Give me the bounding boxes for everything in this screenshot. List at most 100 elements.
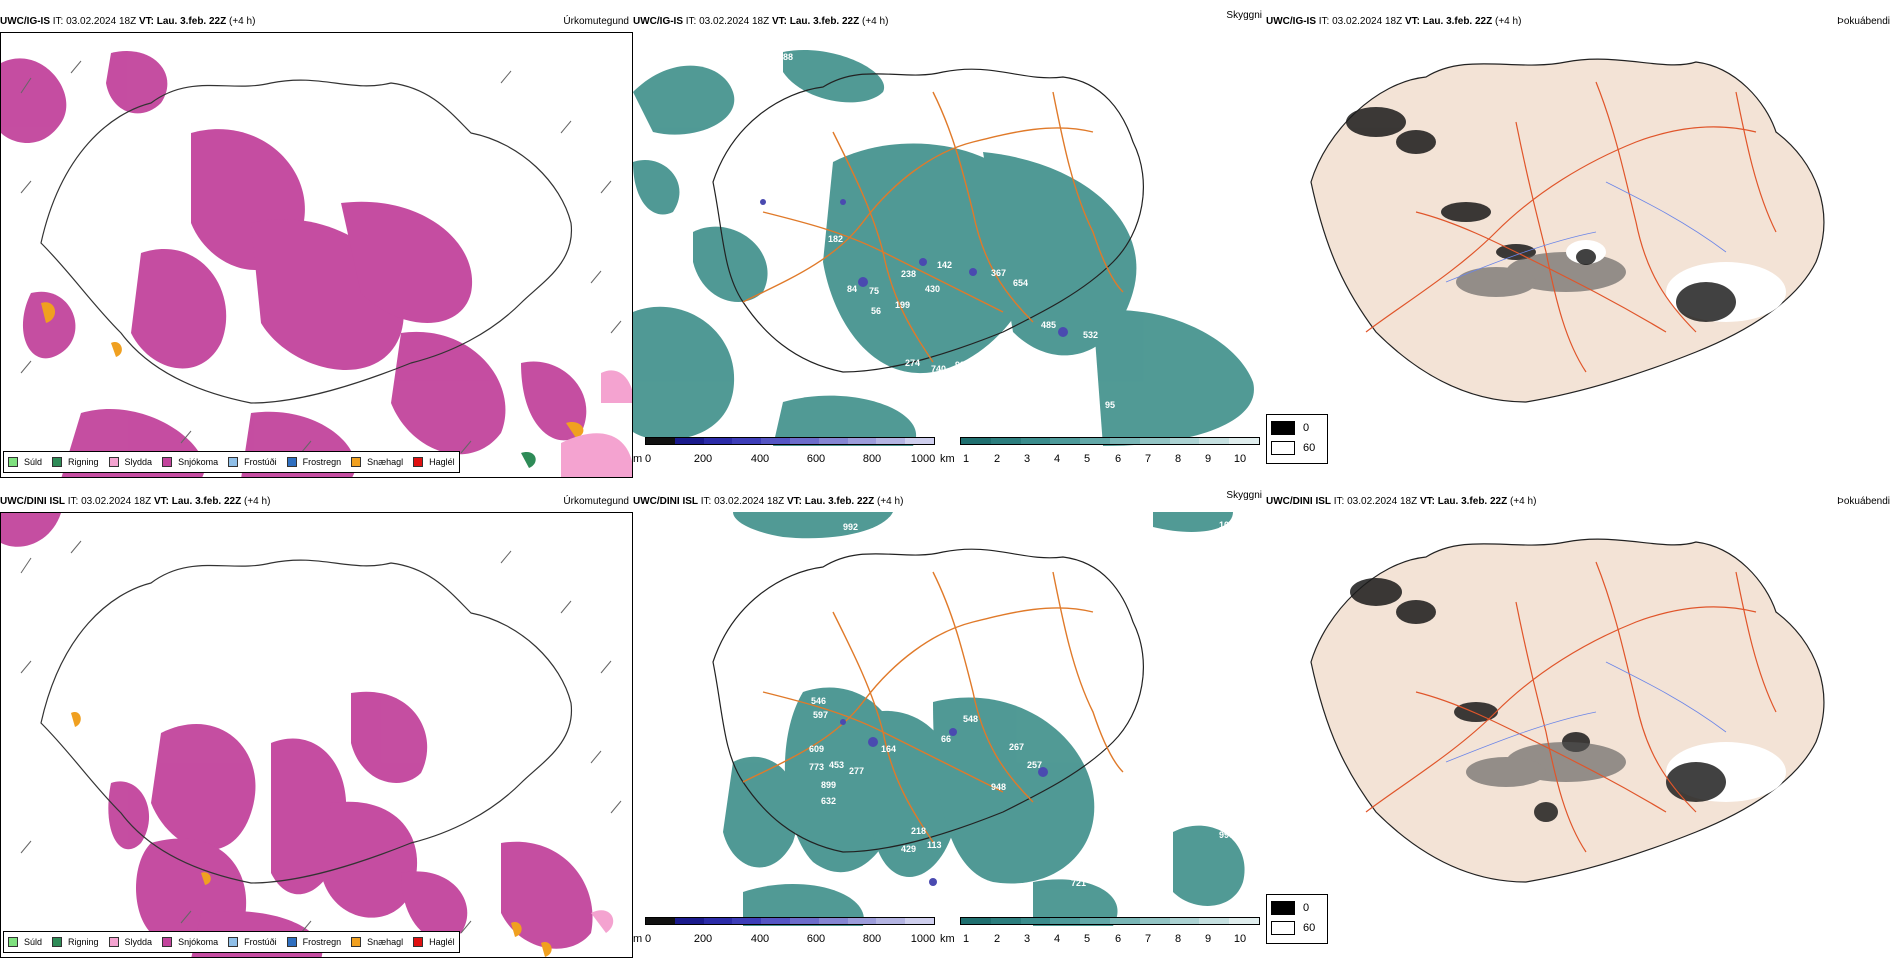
cloudbase-label: 898 (829, 536, 844, 546)
visibility-tick: 7 (1144, 453, 1152, 465)
vt-value: Lau. 3.feb. 22Z (156, 16, 227, 27)
cloudbase-tick: 800 (862, 933, 882, 945)
fog-map[interactable] (1266, 512, 1900, 912)
cloudbase-label: 609 (809, 744, 824, 754)
it-label: IT: (67, 496, 79, 507)
legend-swatch (1271, 421, 1295, 435)
panel-header: UWC/IG-IS IT: 03.02.2024 18Z VT: Lau. 3.… (1266, 12, 1900, 32)
visibility-tick: 3 (1023, 933, 1031, 945)
visibility-tick: 10 (1233, 933, 1247, 945)
vt-label: VT: (1419, 496, 1435, 507)
color-step (905, 438, 934, 444)
cloudbase-label: 164 (881, 744, 896, 754)
cloudbase-label: 906 (799, 862, 814, 872)
color-step (1050, 438, 1081, 444)
cloudbase-label: 992 (843, 522, 858, 532)
visibility-tick: 8 (1174, 933, 1182, 945)
color-step (818, 438, 848, 444)
legend-swatch (162, 457, 173, 467)
legend-swatch (351, 937, 362, 947)
color-step (1109, 438, 1140, 444)
color-step (703, 438, 733, 444)
cloudbase-label: 95 (1105, 400, 1115, 410)
cloudbase-label: 218 (911, 826, 926, 836)
cloudbase-label: 246 (905, 376, 920, 386)
fog-map[interactable] (1266, 32, 1900, 432)
legend-label: Rigning (68, 937, 99, 947)
color-step (674, 438, 704, 444)
color-step (990, 918, 1021, 924)
precip-panel-0: UWC/IG-IS IT: 03.02.2024 18Z VT: Lau. 3.… (0, 12, 633, 478)
legend-swatch (228, 937, 239, 947)
panel-header: UWC/IG-IS IT: 03.02.2024 18Z VT: Lau. 3.… (633, 10, 1266, 32)
legend-swatch (1271, 441, 1295, 455)
visibility-tick: 1 (962, 453, 970, 465)
panel-header: UWC/IG-IS IT: 03.02.2024 18Z VT: Lau. 3.… (0, 12, 633, 32)
cloudbase-label: 654 (1013, 278, 1028, 288)
it-label: IT: (52, 16, 64, 27)
color-step (1020, 438, 1051, 444)
cloud-panel-0: UWC/IG-IS IT: 03.02.2024 18Z VT: Lau. 3.… (633, 10, 1266, 468)
cloudbase-label: 899 (821, 780, 836, 790)
visibility-tick: 6 (1114, 933, 1122, 945)
cloudbase-label: 546 (811, 696, 826, 706)
vt-value: Lau. 3.feb. 22Z (1437, 496, 1508, 507)
legend-swatch (108, 937, 119, 947)
cloud-map[interactable]: 988 182 238 142 367 654 210 84 75 199 43… (633, 32, 1266, 446)
precip-map[interactable]: Súld Rigning Slydda Snjókoma Frostúði Fr… (0, 32, 633, 478)
lead-time: (+4 h) (1495, 16, 1522, 27)
legend-item-snjokoma: Snjókoma (162, 937, 218, 947)
cloud-map[interactable]: 992 898 1000 548 66 267 257 546 597 609 … (633, 512, 1266, 926)
visibility-tick: 5 (1083, 933, 1091, 945)
legend-item-frostregn: Frostregn (286, 937, 341, 947)
legend-item-hagel: Haglél (413, 937, 455, 947)
legend-label: Haglél (429, 457, 455, 467)
cloud-map-graphic: 992 898 1000 548 66 267 257 546 597 609 … (712, 512, 1245, 926)
color-step (1020, 918, 1051, 924)
panel-header: UWC/DINI ISL IT: 03.02.2024 18Z VT: Lau.… (0, 492, 633, 512)
cloudbase-label: 726 (1065, 423, 1080, 433)
cloudbase-label: 548 (963, 714, 978, 724)
color-step (990, 438, 1021, 444)
visibility-tick: 9 (1204, 933, 1212, 945)
legend-item-snaehagl: Snæhagl (351, 457, 403, 467)
color-step (1229, 438, 1259, 444)
it-value: 03.02.2024 18Z (1332, 16, 1403, 27)
cloudbase-tick: 800 (862, 453, 882, 465)
cloudbase-label: 257 (1027, 760, 1042, 770)
visibility-colorbar (960, 437, 1260, 445)
precip-type-legend: Súld Rigning Slydda Snjókoma Frostúði Fr… (3, 931, 460, 953)
visibility-tick: 4 (1053, 453, 1061, 465)
cloudbase-tick: 200 (693, 933, 713, 945)
cloudbase-label: 996 (1065, 354, 1080, 364)
legend-label: Slydda (124, 457, 153, 467)
cloudbase-label: 429 (901, 844, 916, 854)
fog-map-graphic (1310, 58, 1825, 403)
vt-value: Lau. 3.feb. 22Z (789, 16, 860, 27)
color-step (789, 438, 819, 444)
legend-label: Slydda (124, 937, 153, 947)
legend-swatch (413, 937, 424, 947)
color-step (789, 918, 819, 924)
legend-label: Frostúði (244, 457, 277, 467)
legend-swatch (8, 937, 18, 947)
fog-map-graphic (1310, 538, 1825, 883)
cloudbase-colorbar (645, 917, 935, 925)
legend-item-frostudi: Frostúði (228, 457, 277, 467)
legend-swatch (108, 457, 119, 467)
map-kind: Skyggni (1226, 10, 1262, 21)
precip-map[interactable]: Súld Rigning Slydda Snjókoma Frostúði Fr… (0, 512, 633, 958)
legend-swatch (228, 457, 239, 467)
fog-panel-1: UWC/DINI ISL IT: 03.02.2024 18Z VT: Lau.… (1266, 492, 1900, 948)
color-step (732, 918, 762, 924)
cloudbase-label: 274 (905, 358, 920, 368)
vt-label: VT: (138, 16, 154, 27)
cloudbase-label: 113 (927, 840, 942, 850)
model-name: UWC/DINI ISL (633, 496, 698, 507)
color-step (761, 918, 790, 924)
cloudbase-tick: 400 (750, 933, 770, 945)
legend-swatch (286, 937, 297, 947)
visibility-tick: 1 (962, 933, 970, 945)
legend-swatch (52, 937, 63, 947)
cloudbase-tick: 1000 (910, 453, 936, 465)
